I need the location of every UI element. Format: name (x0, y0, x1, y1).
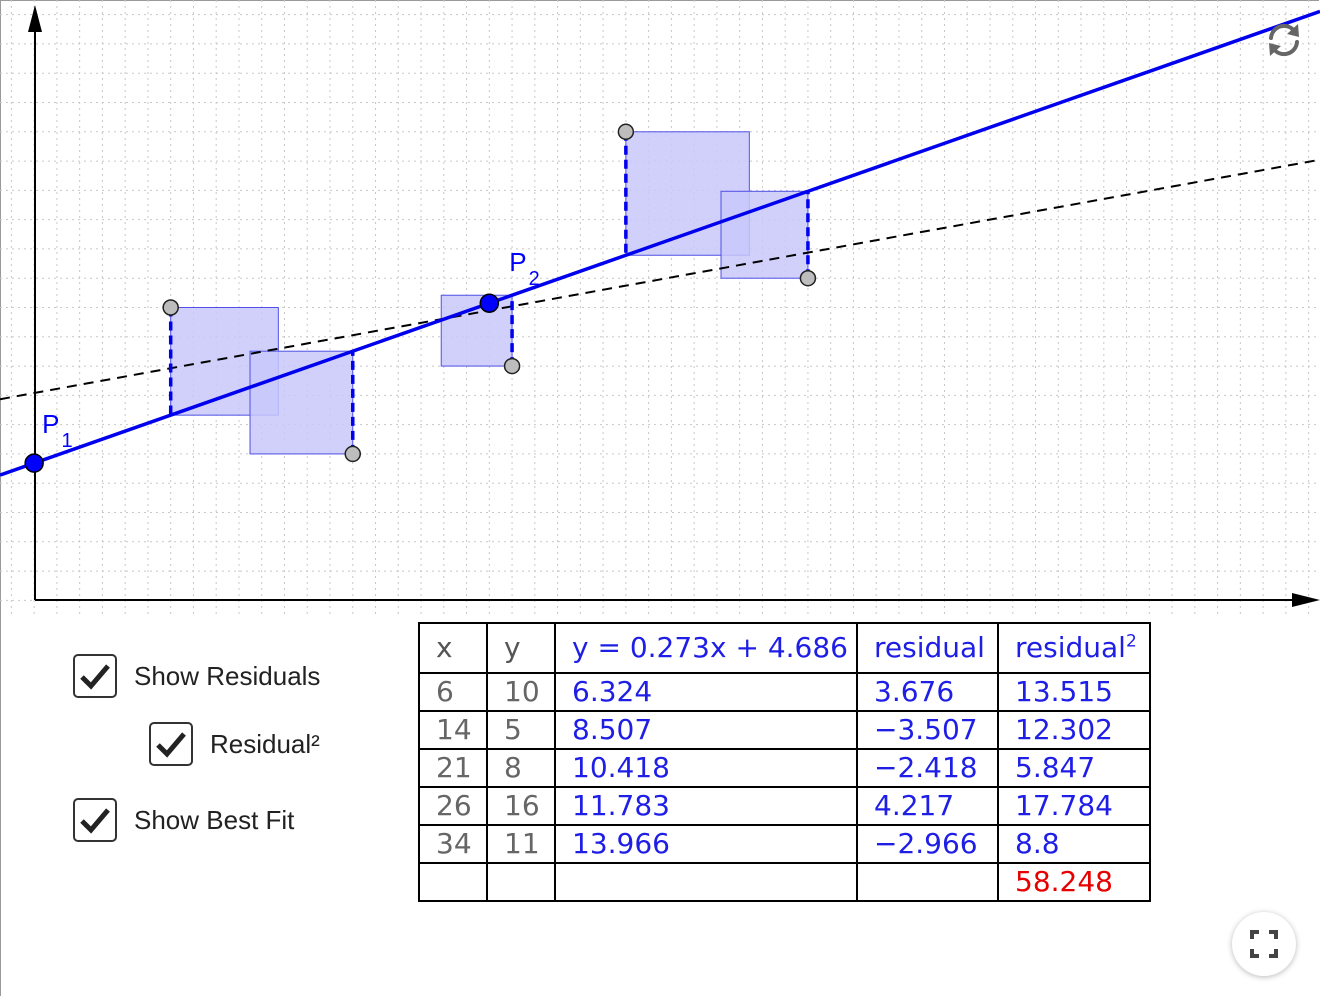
reset-button[interactable] (1262, 18, 1306, 62)
show-residuals-row[interactable]: Show Residuals (73, 654, 320, 698)
cell-residual: −3.507 (856, 710, 999, 750)
table-row: 14 5 8.507 −3.507 12.302 (418, 710, 1151, 750)
checkmark-icon (80, 808, 110, 834)
header-residual-squared: residual2 (997, 622, 1151, 674)
cell-x: 21 (418, 748, 488, 788)
cell-y: 10 (486, 672, 556, 712)
header-y: y (486, 622, 556, 674)
cell-residual: −2.418 (856, 748, 999, 788)
residual-sq-label: Residual² (210, 728, 320, 759)
fullscreen-button[interactable] (1232, 912, 1296, 976)
cell-y: 5 (486, 710, 556, 750)
control-point-p1[interactable] (24, 453, 44, 473)
residual-square (720, 190, 809, 279)
table-total-row: 58.248 (418, 862, 1151, 902)
x-axis-arrow (1292, 593, 1320, 607)
header-equation: y = 0.273x + 4.686 (554, 622, 858, 674)
cell-residual-squared: 5.847 (997, 748, 1151, 788)
cell-empty (856, 862, 999, 902)
show-residuals-label: Show Residuals (134, 660, 321, 691)
residual-sq-checkbox[interactable] (149, 722, 193, 766)
cell-y: 11 (486, 824, 556, 864)
table-row: 34 11 13.966 −2.966 8.8 (418, 824, 1151, 864)
header-x: x (418, 622, 488, 674)
data-point (503, 357, 521, 375)
cell-x: 34 (418, 824, 488, 864)
header-residual-squared-base: residual (1015, 631, 1126, 664)
cell-residual: 4.217 (856, 786, 999, 826)
show-best-fit-row[interactable]: Show Best Fit (73, 798, 294, 842)
cell-empty (486, 862, 556, 902)
line-through-points (0, 9, 1320, 477)
y-axis-arrow (28, 5, 42, 32)
checkmark-icon (80, 664, 110, 690)
cell-empty (554, 862, 858, 902)
cell-empty (418, 862, 488, 902)
table-row: 21 8 10.418 −2.418 5.847 (418, 748, 1151, 788)
header-residual: residual (856, 622, 999, 674)
cell-residual-squared: 8.8 (997, 824, 1151, 864)
show-best-fit-checkbox[interactable] (73, 798, 117, 842)
data-point (162, 299, 179, 316)
cell-residual: 3.676 (856, 672, 999, 712)
cell-x: 6 (418, 672, 488, 712)
best-fit-line (0, 158, 1320, 401)
fullscreen-icon (1250, 930, 1278, 958)
cell-predicted: 11.783 (554, 786, 858, 826)
checkmark-icon (156, 732, 186, 758)
show-residuals-checkbox[interactable] (73, 654, 117, 698)
cell-predicted: 13.966 (554, 824, 858, 864)
residual-sq-row[interactable]: Residual² (149, 722, 320, 766)
point-label-subscript: 1 (61, 430, 72, 452)
cell-residual-squared: 13.515 (997, 672, 1151, 712)
residual-table: x y y = 0.273x + 4.686 residual residual… (418, 622, 1151, 902)
data-point (799, 269, 817, 287)
table-row: 26 16 11.783 4.217 17.784 (418, 786, 1151, 826)
cell-predicted: 8.507 (554, 710, 858, 750)
control-point-p2[interactable] (479, 293, 500, 313)
cell-y: 8 (486, 748, 556, 788)
table-row: 6 10 6.324 3.676 13.515 (418, 672, 1151, 712)
cell-y: 16 (486, 786, 556, 826)
cell-total-residual-squared: 58.248 (997, 862, 1151, 902)
cell-residual: −2.966 (856, 824, 999, 864)
cell-x: 14 (418, 710, 488, 750)
cell-residual-squared: 17.784 (997, 786, 1151, 826)
table-header-row: x y y = 0.273x + 4.686 residual residual… (418, 622, 1151, 674)
cell-predicted: 6.324 (554, 672, 858, 712)
axes (28, 5, 1320, 607)
show-best-fit-label: Show Best Fit (134, 804, 295, 835)
lines (0, 9, 1320, 477)
point-label-subscript: 2 (529, 268, 540, 290)
cell-x: 26 (418, 786, 488, 826)
cell-predicted: 10.418 (554, 748, 858, 788)
header-residual-squared-exponent: 2 (1125, 631, 1137, 652)
reset-icon (1269, 23, 1299, 57)
data-point (617, 123, 635, 141)
data-point (344, 445, 362, 463)
cell-residual-squared: 12.302 (997, 710, 1151, 750)
residual-square (249, 350, 354, 455)
